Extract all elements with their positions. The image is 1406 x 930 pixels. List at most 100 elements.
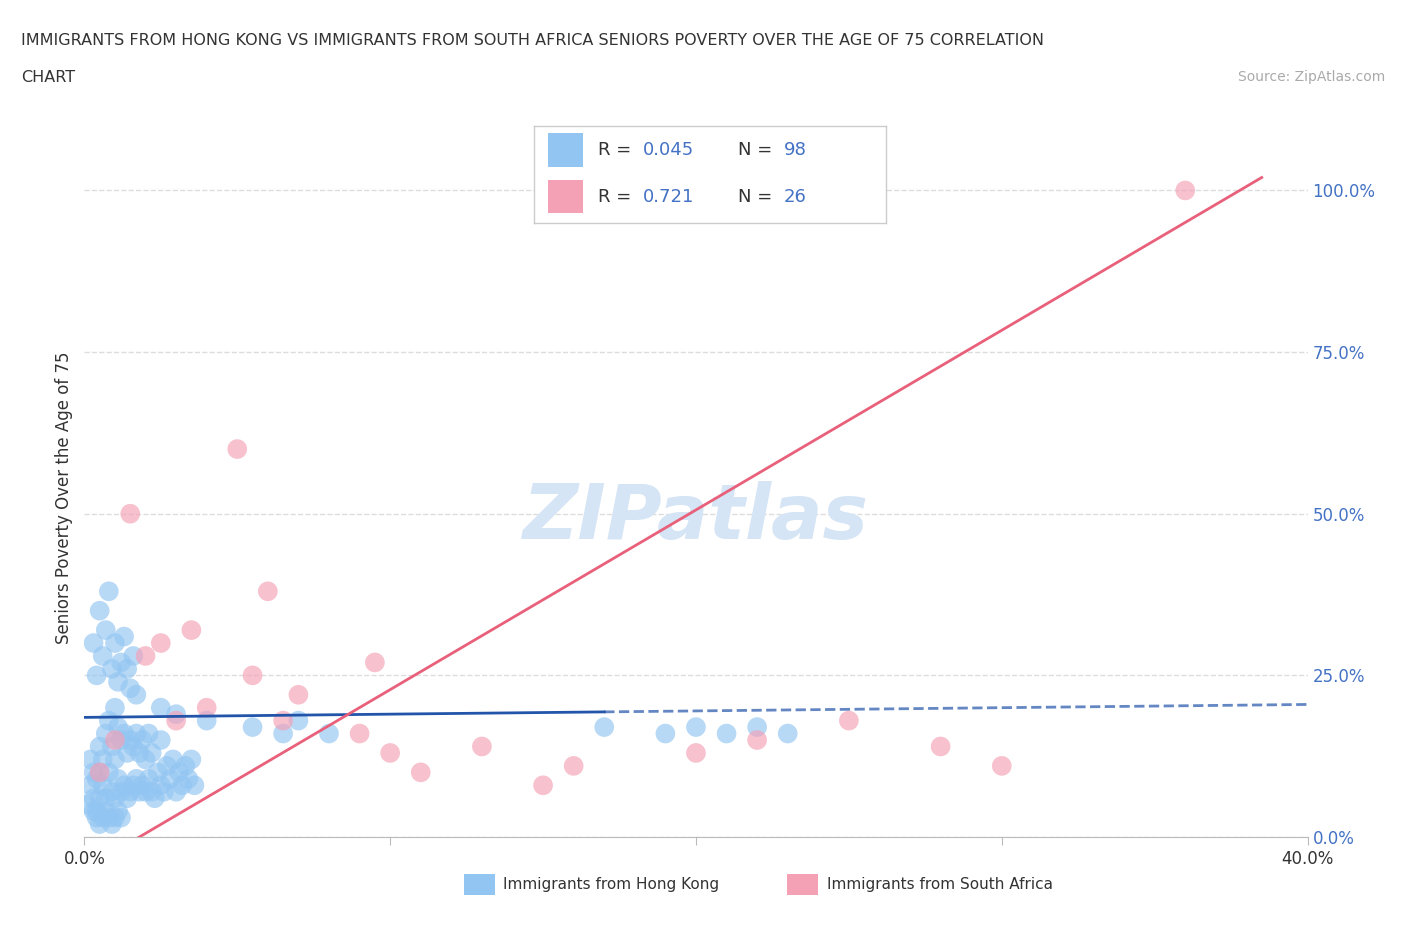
Point	[91, 648, 114, 663]
Text: N =: N =	[738, 188, 778, 206]
Point	[101, 784, 124, 799]
Point	[165, 707, 187, 722]
Point	[685, 746, 707, 761]
Point	[86, 771, 108, 786]
Point	[101, 739, 124, 754]
Point	[654, 726, 676, 741]
Point	[104, 810, 127, 825]
Point	[83, 804, 105, 818]
Point	[94, 726, 117, 741]
Text: N =: N =	[738, 141, 778, 159]
Point	[89, 604, 111, 618]
Point	[149, 635, 172, 650]
Point	[128, 746, 150, 761]
Point	[89, 764, 111, 779]
Point	[167, 764, 190, 779]
Point	[747, 720, 769, 735]
Point	[131, 733, 153, 748]
Point	[318, 726, 340, 741]
Point	[91, 752, 114, 767]
Point	[110, 784, 132, 799]
Point	[104, 790, 127, 805]
Text: IMMIGRANTS FROM HONG KONG VS IMMIGRANTS FROM SOUTH AFRICA SENIORS POVERTY OVER T: IMMIGRANTS FROM HONG KONG VS IMMIGRANTS …	[21, 33, 1045, 47]
Point	[86, 810, 108, 825]
Point	[86, 804, 108, 818]
Point	[125, 771, 148, 786]
Point	[177, 771, 200, 786]
Point	[149, 777, 172, 792]
Point	[120, 733, 142, 748]
Point	[83, 764, 105, 779]
Point	[110, 810, 132, 825]
Point	[89, 790, 111, 805]
Point	[138, 726, 160, 741]
Point	[110, 733, 132, 748]
Point	[128, 784, 150, 799]
Point	[91, 810, 114, 825]
Point	[104, 752, 127, 767]
Point	[120, 681, 142, 696]
Point	[149, 700, 172, 715]
Point	[83, 790, 105, 805]
Text: 26: 26	[785, 188, 807, 206]
Point	[122, 739, 145, 754]
Point	[531, 777, 554, 792]
Point	[409, 764, 432, 779]
Point	[86, 668, 108, 683]
Point	[226, 442, 249, 457]
Text: R =: R =	[598, 141, 637, 159]
Point	[104, 635, 127, 650]
Point	[97, 584, 120, 599]
Point	[349, 726, 371, 741]
Point	[162, 752, 184, 767]
Point	[120, 784, 142, 799]
Point	[97, 810, 120, 825]
Point	[287, 687, 309, 702]
Text: 98: 98	[785, 141, 807, 159]
Point	[122, 777, 145, 792]
Point	[104, 733, 127, 748]
Point	[180, 623, 202, 638]
Point	[110, 655, 132, 670]
Point	[97, 713, 120, 728]
Point	[183, 777, 205, 792]
Text: 0.721: 0.721	[644, 188, 695, 206]
Point	[257, 584, 280, 599]
Point	[107, 720, 129, 735]
Point	[112, 629, 135, 644]
Point	[146, 764, 169, 779]
Text: R =: R =	[598, 188, 643, 206]
Point	[271, 726, 294, 741]
Point	[94, 790, 117, 805]
Point	[929, 739, 952, 754]
Point	[364, 655, 387, 670]
Point	[271, 713, 294, 728]
Point	[471, 739, 494, 754]
Point	[115, 661, 138, 676]
Point	[115, 746, 138, 761]
Point	[195, 713, 218, 728]
Point	[79, 777, 101, 792]
Point	[135, 648, 157, 663]
Point	[287, 713, 309, 728]
Bar	[548, 133, 583, 166]
Point	[776, 726, 799, 741]
Point	[125, 687, 148, 702]
Point	[125, 726, 148, 741]
Point	[112, 726, 135, 741]
Text: CHART: CHART	[21, 70, 75, 85]
Point	[89, 764, 111, 779]
Point	[180, 752, 202, 767]
Point	[101, 661, 124, 676]
Point	[242, 720, 264, 735]
Point	[135, 784, 157, 799]
Point	[97, 764, 120, 779]
Point	[747, 733, 769, 748]
Point	[94, 804, 117, 818]
Point	[135, 752, 157, 767]
Point	[685, 720, 707, 735]
Point	[380, 746, 402, 761]
Point	[79, 752, 101, 767]
Point	[159, 771, 181, 786]
Point	[991, 759, 1014, 774]
